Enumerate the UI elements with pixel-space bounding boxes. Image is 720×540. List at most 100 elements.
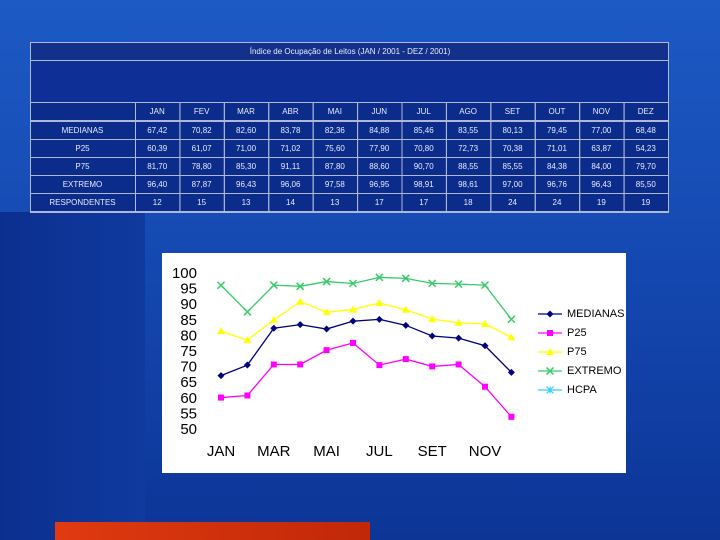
cell-value: 13 [330,198,339,207]
row-header: MEDIANAS [62,126,104,135]
marker [507,315,516,324]
cell-value: 77,00 [591,126,612,135]
cell-value: 96,43 [591,180,612,189]
cell-value: 96,06 [280,180,301,189]
legend-marker [545,366,555,376]
marker [402,321,410,329]
cell-value: 68,48 [636,126,657,135]
y-tick-label: 75 [180,343,197,360]
marker [349,317,357,325]
marker [243,361,251,369]
marker [244,392,251,399]
cell-value: 82,36 [325,126,346,135]
y-tick-label: 80 [180,327,197,344]
marker [482,383,488,390]
cell-value: 97,00 [503,180,524,189]
cell-value: 87,87 [192,180,213,189]
cell-value: 81,70 [147,162,168,171]
cell-value: 24 [553,198,562,207]
cell-value: 70,82 [192,126,213,135]
marker [454,318,463,326]
marker [216,281,226,290]
cell-value: 70,38 [503,144,524,153]
row-header: P75 [75,162,90,171]
cell-value: 83,55 [458,126,479,135]
cell [623,102,669,121]
cell-value: 80,13 [503,126,524,135]
legend-label: HCPA [567,384,597,396]
table: Índice de Ocupação de Leitos (JAN / 2001… [30,42,669,213]
marker [217,327,225,335]
row-header: EXTREMO [63,180,103,189]
cell-value: 88,55 [458,162,479,171]
column-header: OUT [549,107,566,116]
cell-value: 88,60 [369,162,390,171]
legend-label: EXTREMO [567,365,622,377]
cell-value: 67,42 [147,126,168,135]
cell-value: 84,00 [591,162,612,171]
marker [402,356,409,363]
legend-marker [546,310,554,318]
blank-row [30,60,669,103]
cell-value: 85,46 [414,126,435,135]
y-tick-label: 65 [180,374,197,391]
marker [243,336,252,344]
legend-marker [546,348,554,355]
column-header: ABR [282,107,299,116]
column-header: SET [505,107,521,116]
cell-value: 87,80 [325,162,346,171]
legend-label: P75 [567,346,587,358]
x-tick-label: JUL [366,443,393,460]
row-header: RESPONDENTES [49,198,115,207]
cell-value: 96,40 [147,180,168,189]
marker [481,319,489,327]
cell-value: 75,60 [325,144,346,153]
cell-value: 70,80 [414,144,435,153]
legend-marker [546,386,554,394]
column-header: JUN [372,107,388,116]
cell-value: 18 [464,198,473,207]
cell-value: 97,58 [325,180,346,189]
x-tick-label: MAI [313,443,340,460]
marker [218,394,224,401]
cell-value: 79,45 [547,126,568,135]
row-header: P25 [75,144,90,153]
y-tick-label: 70 [180,359,197,376]
cell-value: 19 [641,198,650,207]
marker [375,315,383,323]
series-line [220,276,512,320]
column-header: NOV [593,107,611,116]
marker [428,315,437,323]
marker [269,281,278,290]
accent-bar [55,522,370,540]
cell-value: 91,11 [281,162,301,171]
cell-value: 60,39 [147,144,168,153]
marker [401,274,410,283]
table-title: Índice de Ocupação de Leitos (JAN / 2001… [250,47,451,56]
marker [375,299,384,307]
series-line [220,342,512,418]
cell-value: 63,87 [591,144,612,153]
y-tick-label: 85 [180,312,197,329]
marker [270,361,277,368]
y-tick-label: 55 [180,405,197,422]
marker [270,324,278,332]
marker [376,362,383,369]
cell-value: 15 [197,198,206,207]
cell-value: 24 [508,198,517,207]
cell-value: 54,23 [636,144,657,153]
marker [507,333,516,341]
column-header: DEZ [638,107,654,116]
marker [481,342,489,350]
cell-value: 82,60 [236,126,257,135]
marker [322,277,331,286]
cell-value: 12 [153,198,162,207]
y-tick-label: 90 [180,296,197,313]
cell-value: 84,88 [369,126,390,135]
cell-value: 90,70 [414,162,435,171]
chart-area [162,253,626,473]
column-header: AGO [459,107,477,116]
cell-value: 71,00 [236,144,257,153]
